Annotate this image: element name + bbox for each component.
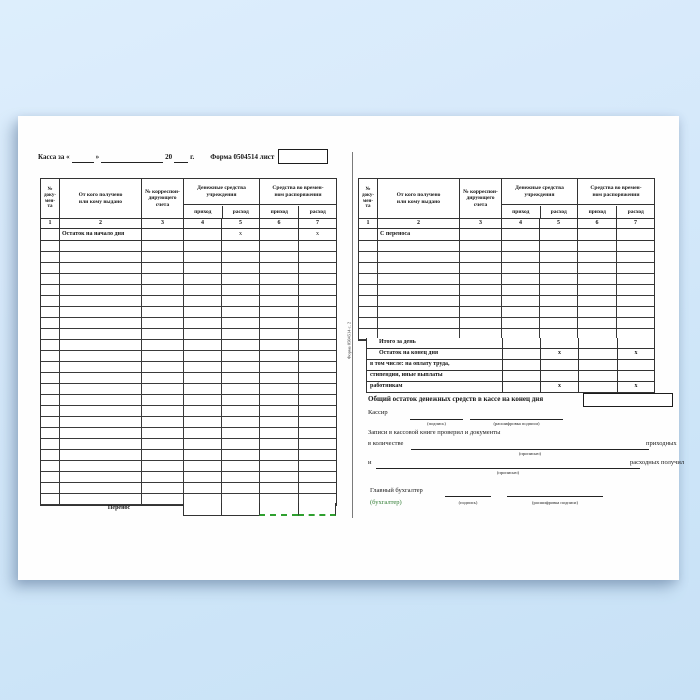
incoming-docs-label: приходных bbox=[646, 440, 677, 447]
in-words-caption: (прописью) bbox=[496, 470, 520, 475]
signature-decode-caption: (расшифровка подписи) bbox=[493, 421, 540, 426]
and-label: и bbox=[368, 459, 372, 466]
year-prefix: 20 bbox=[165, 152, 173, 161]
header-doc-number: № доку- мен- та bbox=[361, 186, 374, 210]
header-income: приход bbox=[588, 208, 606, 215]
cash-table-right: № доку- мен- та От кого получено или ком… bbox=[358, 178, 655, 341]
carry-cell bbox=[221, 503, 259, 516]
header-temporary-funds: Средства во времен- ном распоряжении при… bbox=[577, 179, 654, 218]
header-institution-funds: Денежные средства учреждения приход расх… bbox=[183, 179, 259, 218]
date-day-underline bbox=[71, 154, 94, 163]
carried-forward-row: С переноса bbox=[359, 229, 654, 241]
signature-decode-caption: (расшифровка подписи) bbox=[532, 500, 578, 505]
opening-balance-label: Остаток на начало дня bbox=[59, 229, 141, 240]
accountant-signature-line bbox=[445, 488, 491, 497]
header-income: приход bbox=[270, 208, 288, 215]
signature-caption: (подпись) bbox=[458, 500, 478, 505]
table-header-right: № доку- мен- та От кого получено или ком… bbox=[359, 179, 654, 219]
vertical-form-code: Форма 0504514 с. 2 bbox=[346, 321, 352, 360]
header-institution-funds: Денежные средства учреждения приход расх… bbox=[501, 179, 577, 218]
form-title-line: Касса за « » 20 г. Форма 0504514 лист bbox=[38, 149, 329, 164]
header-corresponding-account: № корреспон- дирующего счета bbox=[141, 179, 183, 218]
signature-caption: (подпись) bbox=[427, 421, 446, 426]
x-mark: х bbox=[221, 229, 259, 240]
incoming-count-line bbox=[411, 441, 649, 450]
cash-table-left: № доку- мен- та От кого получено или ком… bbox=[40, 178, 337, 506]
day-summary-table: Итого за день Остаток на конец дня х х в… bbox=[366, 338, 655, 393]
x-mark: х bbox=[298, 229, 336, 240]
carry-cell bbox=[183, 503, 221, 516]
summary-row-including: в том числе: на оплату труда, bbox=[367, 360, 655, 371]
date-month-underline bbox=[101, 154, 164, 163]
records-checked-line: Записи в кассовой книге проверил и докум… bbox=[368, 429, 501, 436]
empty-entry-rows bbox=[41, 241, 336, 505]
in-words-caption: (прописью) bbox=[518, 451, 542, 456]
x-mark: х bbox=[617, 382, 655, 392]
header-expense: расход bbox=[616, 205, 654, 218]
cash-book-form-sheet: Касса за « » 20 г. Форма 0504514 лист Фо… bbox=[18, 116, 684, 580]
empty-entry-rows bbox=[359, 241, 654, 340]
accountant-paren-label: (бухгалтер) bbox=[370, 499, 402, 506]
form-code-sheet-label: Форма 0504514 лист bbox=[210, 152, 275, 161]
x-mark: х bbox=[540, 349, 578, 359]
kassa-za-label: Касса за « bbox=[38, 152, 70, 161]
column-numbers-row: 1 2 3 4 5 6 7 bbox=[359, 219, 654, 229]
cashier-label: Кассир bbox=[368, 409, 388, 416]
x-mark: х bbox=[540, 382, 578, 392]
header-expense: расход bbox=[298, 205, 336, 218]
header-corresponding-account: № корреспон- дирующего счета bbox=[459, 179, 501, 218]
table-header-left: № доку- мен- та От кого получено или ком… bbox=[41, 179, 336, 219]
summary-row-employees: работникам х х bbox=[367, 382, 655, 393]
quantity-label: в количестве bbox=[368, 440, 404, 447]
summary-row-total: Итого за день bbox=[367, 338, 655, 349]
cashier-name-line bbox=[470, 411, 563, 420]
header-from-whom: От кого получено или кому выдано bbox=[59, 179, 141, 218]
chief-accountant-label: Главный бухгалтер bbox=[370, 487, 423, 494]
header-income: приход bbox=[194, 208, 212, 215]
center-fold-line bbox=[352, 152, 353, 518]
total-cash-balance-label: Общий остаток денежных средств в кассе н… bbox=[368, 395, 544, 403]
opening-balance-row: Остаток на начало дня х х bbox=[41, 229, 336, 241]
year-underline bbox=[174, 154, 189, 163]
year-suffix: г. bbox=[190, 152, 195, 161]
outgoing-docs-label: расходных получил bbox=[630, 459, 685, 466]
header-from-whom: От кого получено или кому выдано bbox=[377, 179, 459, 218]
accountant-name-line bbox=[507, 488, 603, 497]
carry-over-label: Перенос bbox=[107, 505, 131, 511]
carry-over-cells bbox=[183, 503, 336, 516]
close-quote: » bbox=[95, 152, 100, 161]
total-cash-balance-box bbox=[583, 393, 673, 407]
column-numbers-row: 1 2 3 4 5 6 7 bbox=[41, 219, 336, 229]
carry-cell-watermarked bbox=[259, 503, 298, 516]
carried-forward-label: С переноса bbox=[377, 229, 459, 240]
header-expense: расход bbox=[539, 205, 578, 218]
cashier-signature-line bbox=[410, 411, 463, 420]
header-temporary-funds: Средства во времен- ном распоряжении при… bbox=[259, 179, 336, 218]
x-mark: х bbox=[617, 349, 655, 359]
summary-row-stipends: стипендии, иные выплаты bbox=[367, 371, 655, 382]
summary-row-closing-balance: Остаток на конец дня х х bbox=[367, 349, 655, 360]
header-doc-number: № доку- мен- та bbox=[43, 186, 56, 210]
outgoing-count-line bbox=[376, 460, 640, 469]
sheet-number-box bbox=[278, 149, 329, 164]
carry-cell-watermarked bbox=[298, 503, 336, 516]
header-expense: расход bbox=[221, 205, 260, 218]
header-income: приход bbox=[512, 208, 530, 215]
